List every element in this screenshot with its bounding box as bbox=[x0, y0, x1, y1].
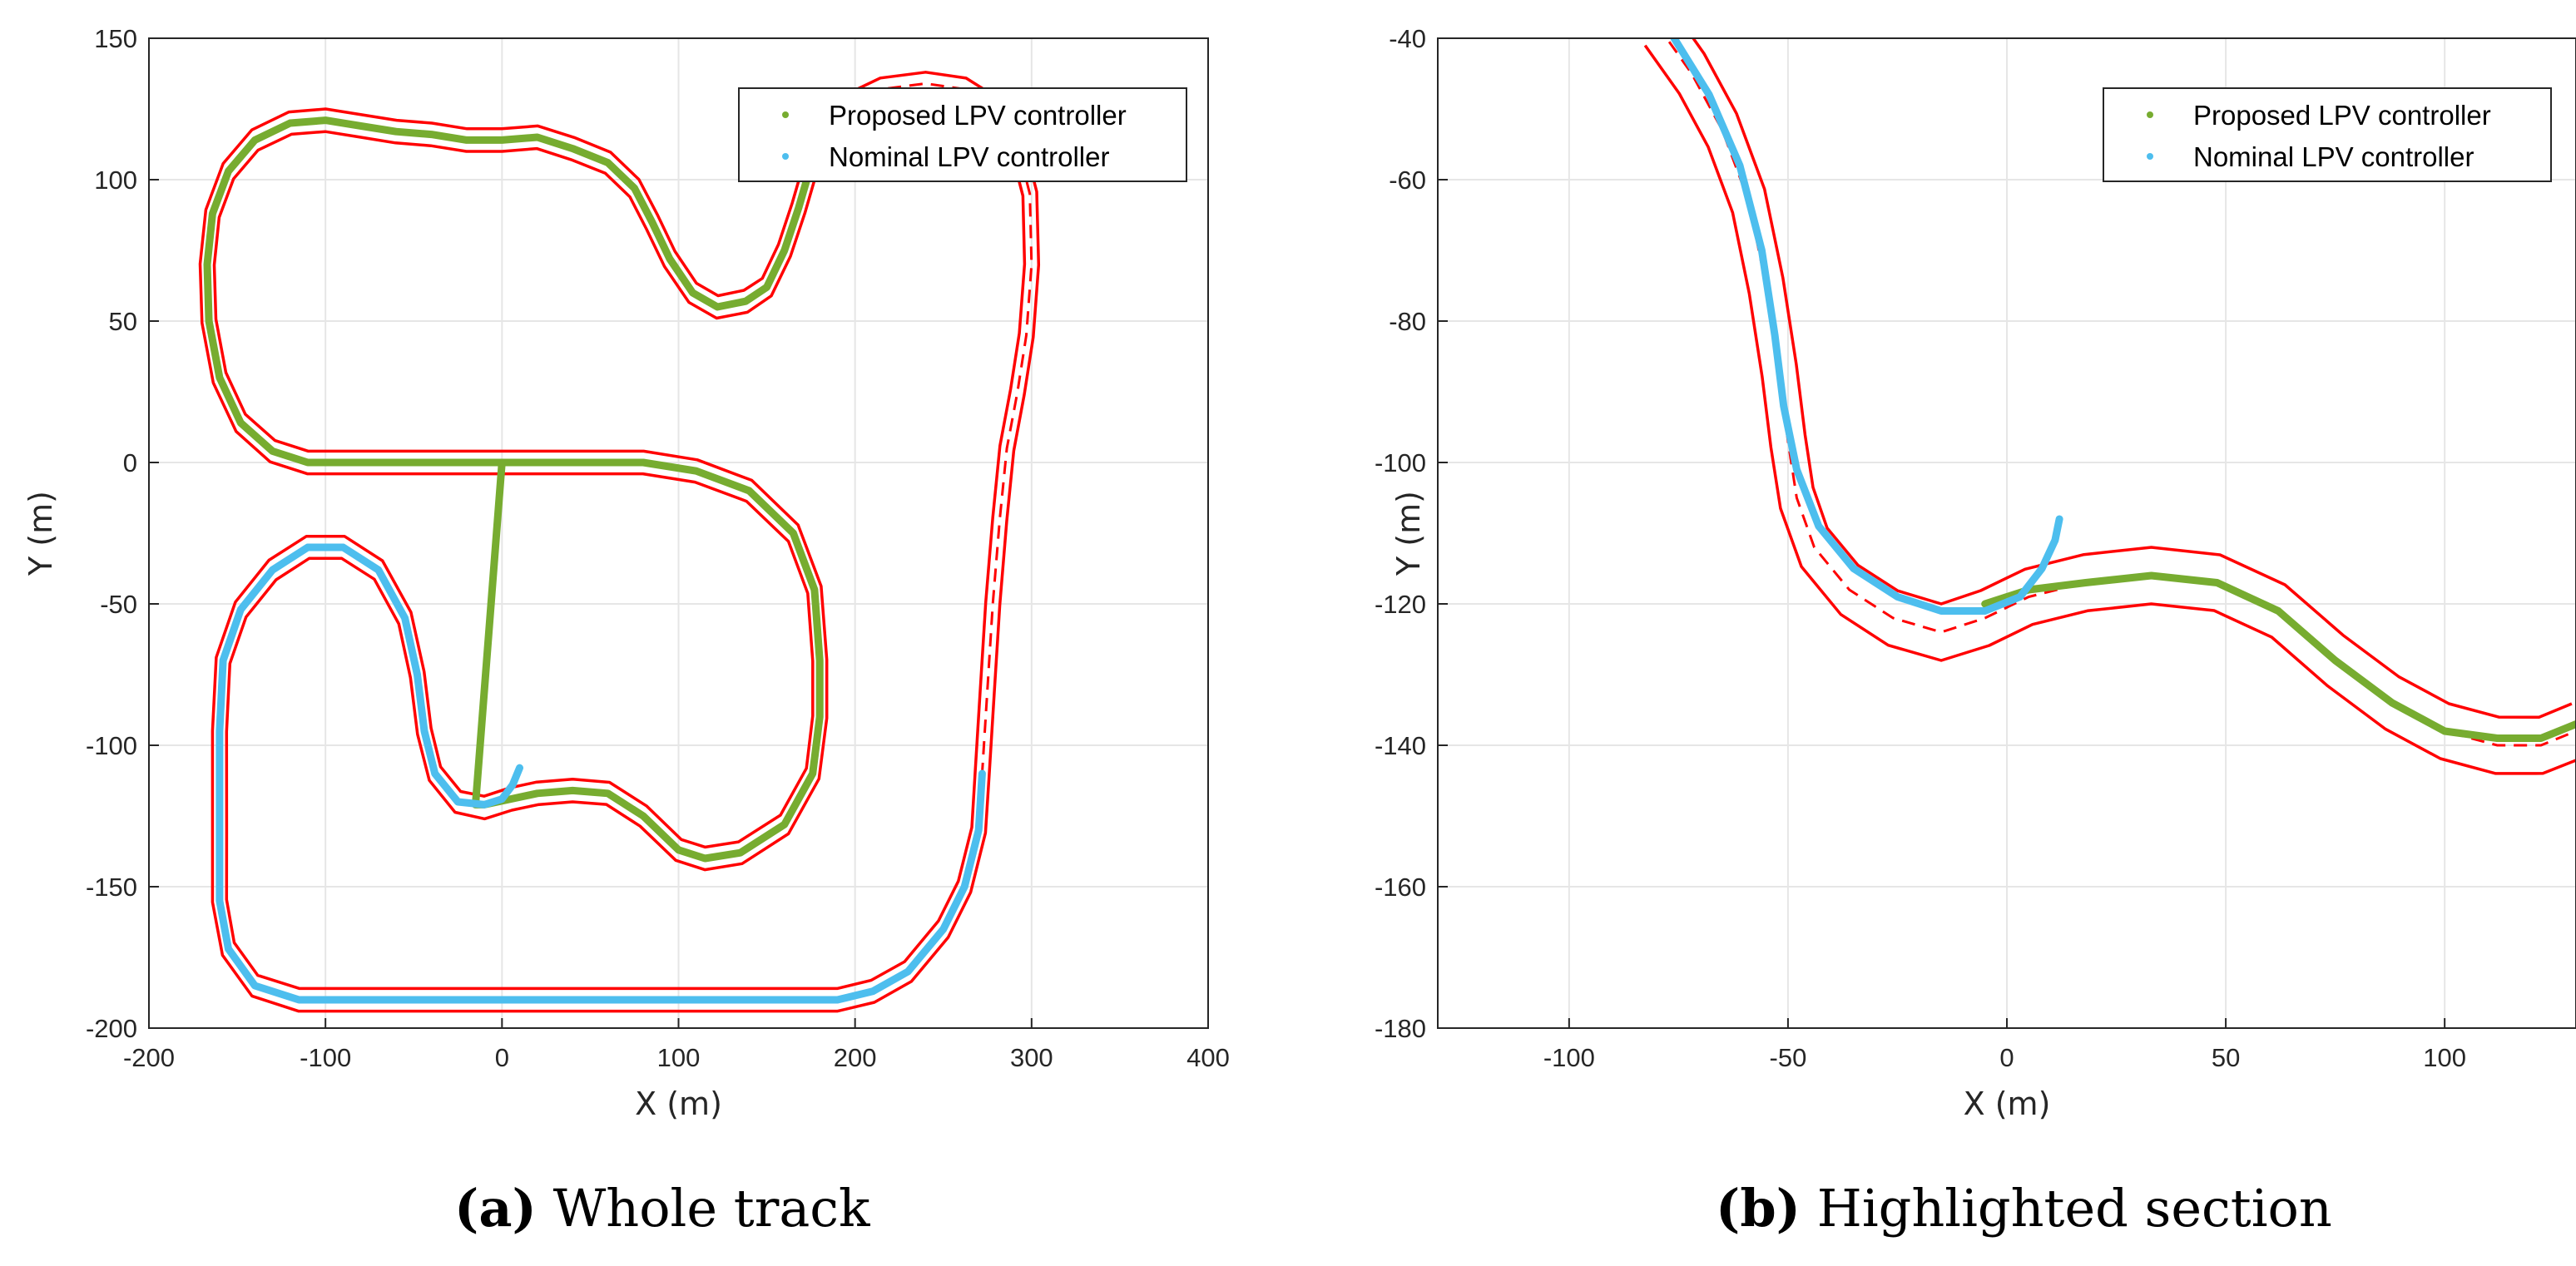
legend-marker-nominal bbox=[2147, 153, 2153, 160]
y-tick-label: -80 bbox=[1389, 307, 1426, 336]
nominal-trajectory bbox=[1670, 38, 2063, 615]
legend-box bbox=[738, 87, 1187, 182]
panel-b-highlighted-section: -100 -50 0 50 100 -180 -160 -140 -120 -100 -80 -60 -… bbox=[1375, 24, 2576, 1122]
y-tick-label: 50 bbox=[109, 307, 137, 336]
x-tick-label: 50 bbox=[2212, 1043, 2240, 1072]
legend-label-nominal: Nominal LPV controller bbox=[2193, 141, 2474, 172]
y-tick-label: -150 bbox=[86, 873, 137, 902]
caption-b: (b) Highlighted section bbox=[1716, 1178, 2332, 1239]
legend-label-proposed: Proposed LPV controller bbox=[2193, 100, 2491, 131]
y-tick-label: -50 bbox=[100, 590, 137, 619]
y-tick-label: -100 bbox=[1375, 448, 1426, 477]
legend-marker-proposed bbox=[2147, 111, 2153, 118]
plot-lines-b bbox=[1643, 38, 2576, 775]
caption-a: (a) Whole track bbox=[454, 1178, 870, 1239]
y-tick-label: -60 bbox=[1389, 166, 1426, 195]
y-tick-label: -40 bbox=[1389, 24, 1426, 53]
y-tick-label: -140 bbox=[1375, 731, 1426, 760]
track-right-boundary bbox=[198, 71, 1041, 1013]
caption-a-letter: (a) bbox=[454, 1178, 537, 1239]
nominal-trajectory bbox=[215, 543, 986, 1004]
caption-b-letter: (b) bbox=[1716, 1178, 1801, 1239]
y-tick-label: 100 bbox=[94, 166, 137, 195]
y-tick-label: -200 bbox=[86, 1014, 137, 1043]
x-tick-label: 0 bbox=[495, 1043, 509, 1072]
x-tick-label: 100 bbox=[2423, 1043, 2466, 1072]
track-left-boundary bbox=[1691, 38, 2573, 719]
y-tick-label: -160 bbox=[1375, 873, 1426, 902]
legend: Proposed LPV controller Nominal LPV contr… bbox=[738, 87, 1187, 182]
x-tick-label: 400 bbox=[1186, 1043, 1230, 1072]
x-tick-label: 300 bbox=[1010, 1043, 1053, 1072]
proposed-trajectory bbox=[203, 102, 850, 863]
legend-marker-nominal bbox=[782, 153, 789, 160]
y-tick-label: 0 bbox=[123, 448, 137, 477]
track-right-boundary bbox=[1643, 44, 2576, 775]
proposed-trajectory bbox=[1981, 571, 2576, 742]
legend-box bbox=[2103, 87, 2552, 182]
axes-frame bbox=[1437, 37, 2576, 1029]
x-tick-label: 200 bbox=[834, 1043, 877, 1072]
y-tick-label: -180 bbox=[1375, 1014, 1426, 1043]
x-tick-label: -100 bbox=[300, 1043, 351, 1072]
caption-b-text: Highlighted section bbox=[1816, 1178, 2332, 1239]
y-tick-label: -120 bbox=[1375, 590, 1426, 619]
x-tick-label: -50 bbox=[1770, 1043, 1807, 1072]
legend-label-proposed: Proposed LPV controller bbox=[829, 100, 1127, 131]
x-axis-label: X (m) bbox=[635, 1085, 722, 1122]
x-tick-label: -100 bbox=[1543, 1043, 1595, 1072]
plot-lines-a bbox=[198, 71, 1041, 1013]
y-axis-label: Y (m) bbox=[1390, 491, 1427, 576]
x-tick-label: 0 bbox=[1999, 1043, 2014, 1072]
axes-frame bbox=[148, 37, 1209, 1029]
caption-a-text: Whole track bbox=[552, 1178, 870, 1239]
legend: Proposed LPV controller Nominal LPV contr… bbox=[2103, 87, 2552, 182]
y-tick-label: 150 bbox=[94, 24, 137, 53]
x-tick-label: 100 bbox=[657, 1043, 701, 1072]
legend-label-nominal: Nominal LPV controller bbox=[829, 141, 1109, 172]
x-tick-label: -200 bbox=[123, 1043, 175, 1072]
x-axis-label: X (m) bbox=[1964, 1085, 2051, 1122]
legend-marker-proposed bbox=[782, 111, 789, 118]
panel-a-whole-track: -200 -100 0 100 200 300 400 -200 -150 -100 -50 0 50 1… bbox=[22, 24, 1230, 1122]
y-tick-label: -100 bbox=[86, 731, 137, 760]
y-axis-label: Y (m) bbox=[22, 491, 59, 576]
track-left-boundary bbox=[212, 93, 1027, 991]
